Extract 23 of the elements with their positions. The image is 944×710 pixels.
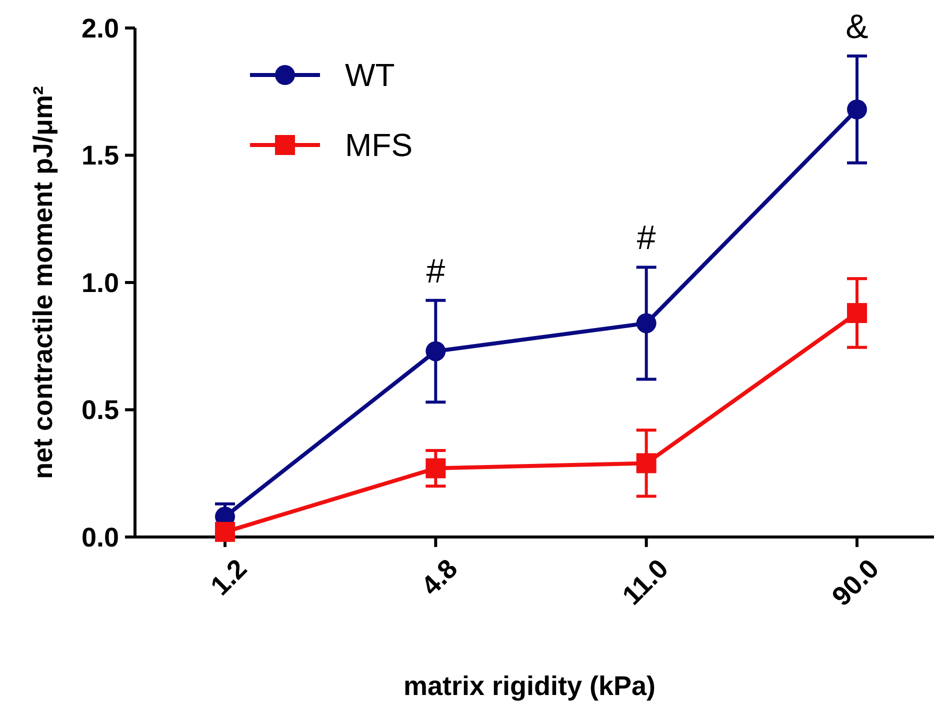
legend-label: MFS <box>345 127 413 164</box>
x-tick-label: 90.0 <box>826 553 885 612</box>
point <box>636 453 656 474</box>
y-axis-title: net contractile moment pJ/μm² <box>28 86 58 480</box>
x-tick-label: 1.2 <box>204 553 253 602</box>
annotation: # <box>426 252 446 290</box>
y-tick-label: 0.0 <box>81 522 119 552</box>
legend-label: WT <box>345 57 395 94</box>
y-tick-label: 1.5 <box>81 140 119 171</box>
annotation: & <box>846 8 869 46</box>
annotation: # <box>636 219 656 258</box>
point <box>215 522 235 542</box>
y-tick-label: 2.0 <box>81 13 119 44</box>
x-tick-label: 4.8 <box>416 553 464 602</box>
point <box>847 99 867 120</box>
x-tick-label: 11.0 <box>616 553 674 611</box>
point <box>426 341 446 362</box>
point <box>426 458 446 478</box>
x-axis-title: matrix rigidity (kPa) <box>403 671 656 701</box>
y-tick-label: 1.0 <box>81 268 119 298</box>
y-tick-label: 0.5 <box>81 395 119 426</box>
point <box>636 313 656 334</box>
point <box>847 303 867 324</box>
